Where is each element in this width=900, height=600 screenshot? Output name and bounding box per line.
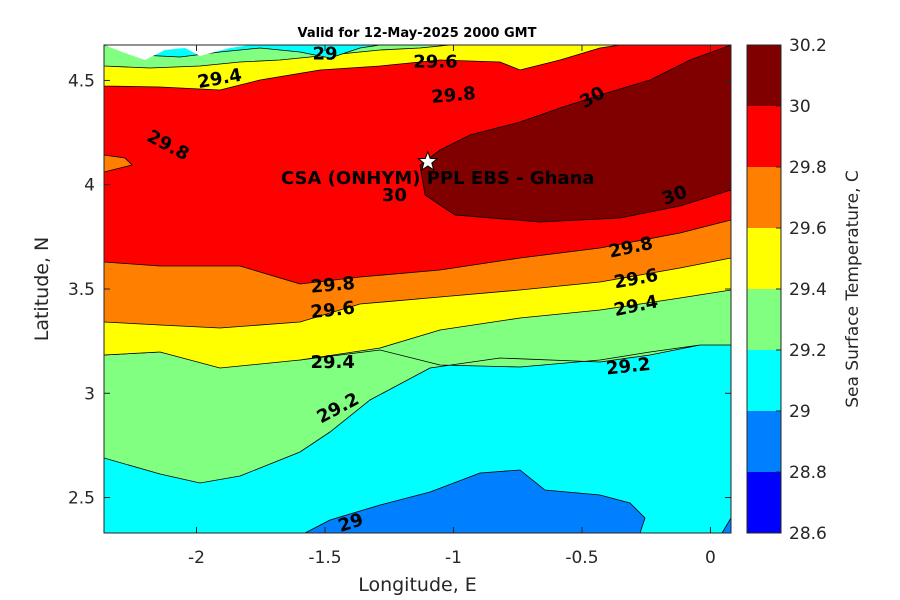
no-data-region [104,45,250,60]
x-tick-label: -1.5 [308,548,341,568]
colorbar-swatch [747,45,781,106]
colorbar-swatch [747,472,781,533]
y-tick-label: 4.5 [68,71,95,91]
region-28.8-29.0 [304,469,646,533]
site-star-icon [416,150,439,172]
colorbar-tick-label: 29.4 [789,280,827,300]
site-marker: CSA (ONHYM) PPL EBS - Ghana [281,150,595,189]
x-axis-label: Longitude, E [358,574,477,596]
chart-title: Valid for 12-May-2025 2000 GMT [298,26,537,41]
colorbar-label: Sea Surface Temperature, C [843,170,863,408]
x-tick-label: -0.5 [565,548,598,568]
colorbar-swatch [747,289,781,350]
colorbar-swatch [747,228,781,289]
y-tick-label: 2.5 [68,489,95,509]
x-tick-label: -1 [445,548,462,568]
x-axis: -2 -1.5 -1 -0.5 0 [188,45,716,568]
colorbar-tick-label: 28.8 [789,463,827,483]
x-tick-label: -2 [188,548,205,568]
contour-label: 29.2 [605,354,651,380]
y-axis: 2.5 3 3.5 4 4.5 [68,71,731,509]
colorbar-tick-label: 30.2 [789,36,827,56]
contour-label: 29.8 [430,83,476,108]
y-tick-label: 3.5 [68,280,95,300]
colorbar-tick-label: 29.8 [789,158,827,178]
colorbar-swatch [747,350,781,411]
contour-label: 29.6 [413,52,457,73]
colorbar-swatch [747,167,781,228]
contour-label: 29.4 [310,352,354,373]
colorbar-tick-label: 29 [789,402,811,422]
colorbar-tick-label: 29.6 [789,219,827,239]
x-tick-label: 0 [705,548,716,568]
colorbar-tick-label: 28.6 [789,524,827,544]
contour-label: 29 [336,509,366,537]
region-28.8-29.0-east [721,517,731,533]
colorbar-swatch [747,411,781,472]
site-label: CSA (ONHYM) PPL EBS - Ghana [281,168,595,189]
contour-label: 29.6 [310,298,356,324]
y-tick-label: 4 [84,176,95,196]
colorbar-swatch [747,106,781,167]
y-axis-label: Latitude, N [31,237,53,342]
colorbar-tick-label: 29.2 [789,341,827,361]
y-tick-label: 3 [84,384,95,404]
contour-label: 30 [382,185,407,206]
contour-label: 29 [312,43,337,64]
region-29.6-29.8-west [104,154,133,173]
colorbar-tick-label: 30 [789,97,811,117]
colorbar: 28.6 28.8 29 29.2 29.4 29.6 29.8 30 30.2 [746,36,827,544]
contour-label: 29.8 [310,273,356,298]
